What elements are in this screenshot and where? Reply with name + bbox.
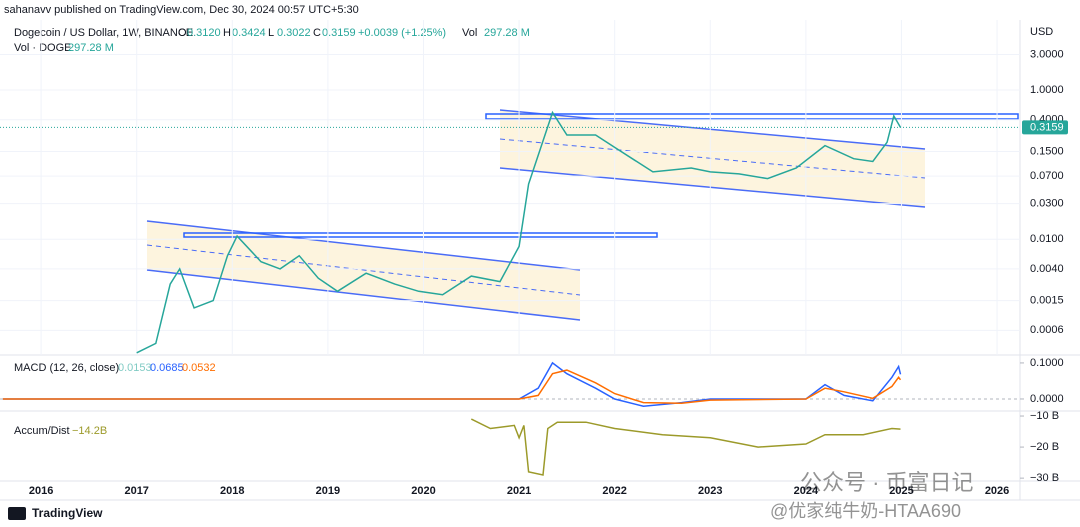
zone — [183, 232, 658, 238]
series-line — [136, 110, 902, 354]
y-tick-label: 0.0006 — [1030, 324, 1064, 336]
y-tick-label: 0.0015 — [1030, 295, 1064, 307]
y-tick-label: 0.0700 — [1030, 170, 1064, 182]
x-tick-label: 2020 — [411, 485, 435, 497]
channel-line — [499, 167, 926, 208]
channel-line — [499, 109, 926, 150]
y-tick-label: 0.0040 — [1030, 263, 1064, 275]
last-price-label: 0.3159 — [1030, 121, 1064, 133]
x-tick-label: 2019 — [316, 485, 340, 497]
brand: TradingView — [32, 506, 103, 520]
last-price-box — [1022, 120, 1068, 135]
macd-title: MACD (12, 26, close) — [14, 362, 119, 374]
channel-fill — [500, 110, 925, 207]
y-tick-label: −20 B — [1030, 441, 1059, 453]
x-tick-label: 2022 — [602, 485, 626, 497]
ad-title: Accum/Dist — [14, 425, 70, 437]
vol-value: 297.28 M — [484, 27, 530, 39]
series-line — [470, 418, 901, 476]
ohlc-value: 0.3424 — [232, 27, 266, 39]
volume-value: 297.28 M — [68, 42, 114, 54]
published: sahanavv published on TradingView.com, D… — [4, 4, 359, 16]
y-tick-label: −10 B — [1030, 410, 1059, 422]
x-tick-label: 2025 — [889, 485, 913, 497]
x-tick-label: 2018 — [220, 485, 244, 497]
drawings — [146, 109, 1019, 321]
channel-line — [146, 220, 581, 271]
ohlc-label: O — [178, 27, 187, 39]
ohlc-value: 0.3120 — [187, 27, 221, 39]
x-tick-label: 2016 — [29, 485, 53, 497]
y-tick-label: 0.0300 — [1030, 198, 1064, 210]
zone — [485, 113, 1019, 120]
y-tick-label: 3.0000 — [1030, 48, 1064, 60]
channel-mid — [499, 138, 926, 179]
ohlc-label: C — [313, 27, 321, 39]
x-tick-label: 2026 — [985, 485, 1009, 497]
watermark: @优家纯牛奶-HTAA690 — [770, 501, 961, 521]
y-tick-label: 1.0000 — [1030, 84, 1064, 96]
y-tick-label: 0.1000 — [1030, 357, 1064, 369]
y-tick-label: 0.0100 — [1030, 233, 1064, 245]
watermark: 公众号 · 币富日记 — [800, 470, 974, 495]
legend-value: 0.0532 — [182, 362, 216, 374]
ohlc-value: 0.3022 — [277, 27, 311, 39]
ad-value: −14.2B — [72, 425, 107, 437]
symbol-title: Dogecoin / US Dollar, 1W, BINANCE — [14, 27, 193, 39]
legend-value: 0.0685 — [150, 362, 184, 374]
x-tick-label: 2017 — [124, 485, 148, 497]
x-tick-label: 2023 — [698, 485, 722, 497]
y-tick-label: 0.1500 — [1030, 145, 1064, 157]
series-line — [2, 369, 902, 405]
currency: USD — [1030, 26, 1053, 38]
change: +0.0039 (+1.25%) — [358, 27, 446, 39]
volume-label: Vol · DOGE — [14, 42, 71, 54]
x-tick-label: 2024 — [794, 485, 819, 497]
logo — [8, 507, 26, 520]
ohlc-label: L — [268, 27, 274, 39]
ohlc-value: 0.3159 — [322, 27, 356, 39]
legend-value: 0.0153 — [118, 362, 152, 374]
x-tick-label: 2021 — [507, 485, 531, 497]
y-tick-label: −30 B — [1030, 472, 1059, 484]
channel-line — [146, 269, 581, 321]
channel-mid — [146, 244, 581, 296]
vol-label: Vol — [462, 27, 477, 39]
y-tick-label: 0.0000 — [1030, 393, 1064, 405]
ohlc-label: H — [223, 27, 231, 39]
